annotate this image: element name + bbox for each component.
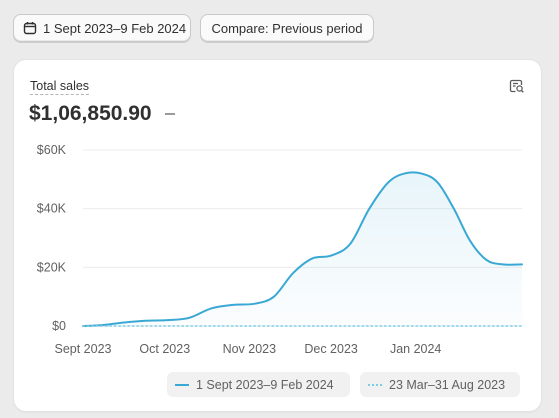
compare-period-button[interactable]: Compare: Previous period: [200, 14, 374, 42]
legend-previous-period[interactable]: 23 Mar–31 Aug 2023: [360, 372, 520, 397]
date-range-label: 1 Sept 2023–9 Feb 2024: [43, 20, 187, 36]
x-axis-tick-label: Jan 2024: [390, 342, 441, 356]
x-axis-tick-label: Dec 2023: [304, 342, 358, 356]
comparison-empty-dash: [165, 113, 175, 115]
y-axis-tick-label: $0: [52, 319, 66, 333]
date-range-button[interactable]: 1 Sept 2023–9 Feb 2024: [13, 14, 191, 42]
y-axis-tick-label: $60K: [37, 143, 67, 157]
current-period-line: [82, 171, 523, 327]
total-sales-label[interactable]: Total sales: [30, 79, 90, 95]
total-sales-card: Total sales $1,06,850.90 $0 $20K $40K $60K S…: [14, 60, 541, 411]
legend-previous-label: 23 Mar–31 Aug 2023: [389, 377, 506, 392]
total-sales-value: $1,06,850.90: [29, 102, 152, 125]
chart-settings-icon[interactable]: [509, 78, 525, 94]
x-axis-tick-label: Nov 2023: [223, 342, 277, 356]
legend-dotted-line-swatch: [368, 383, 382, 386]
legend-solid-line-swatch: [175, 383, 189, 386]
x-axis-tick-label: Sept 2023: [55, 342, 112, 356]
y-axis-tick-label: $40K: [37, 202, 67, 216]
calendar-icon: [23, 21, 37, 35]
legend-current-period[interactable]: 1 Sept 2023–9 Feb 2024: [167, 372, 350, 397]
compare-period-label: Compare: Previous period: [211, 20, 363, 36]
x-axis-tick-label: Oct 2023: [139, 342, 190, 356]
y-axis-tick-label: $20K: [37, 260, 67, 274]
legend-current-label: 1 Sept 2023–9 Feb 2024: [196, 377, 334, 392]
series-area-fill: [83, 172, 522, 326]
sales-line-chart: $0 $20K $40K $60K Sept 2023 Oct 2023 Nov 2023 D…: [37, 143, 523, 356]
